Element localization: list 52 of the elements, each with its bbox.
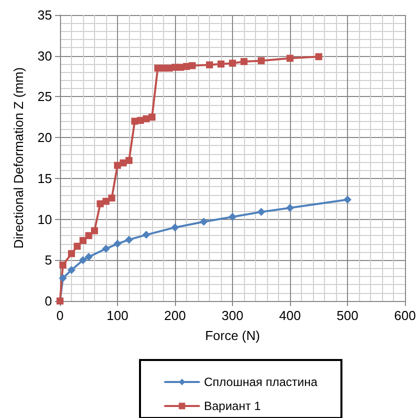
point	[315, 53, 322, 60]
point	[125, 236, 133, 244]
point	[228, 212, 236, 221]
point	[68, 250, 75, 258]
x-tick-label: 100	[106, 308, 128, 323]
point	[206, 61, 213, 68]
y-tick-label: 10	[38, 212, 52, 227]
point	[108, 194, 116, 202]
x-tick-label: 500	[336, 308, 358, 323]
legend-label: Вариант 1	[204, 399, 262, 413]
point	[91, 227, 98, 234]
x-tick-label: 600	[394, 308, 416, 323]
x-tick-label: 200	[164, 308, 186, 323]
y-tick-label: 15	[38, 170, 52, 186]
point	[257, 208, 266, 216]
x-axis-title: Force (N)	[205, 328, 260, 343]
point	[188, 62, 196, 70]
point	[142, 230, 150, 239]
legend-label: Сплошная пластина	[204, 375, 318, 389]
point	[68, 266, 76, 274]
point	[114, 240, 122, 248]
y-tick-label: 30	[38, 48, 52, 64]
point	[148, 114, 156, 121]
point	[258, 57, 265, 64]
point	[126, 156, 132, 164]
y-tick-label: 0	[44, 294, 52, 308]
y-tick-label: 35	[38, 8, 52, 22]
point	[85, 232, 92, 240]
point	[286, 204, 294, 212]
point	[114, 162, 121, 169]
y-axis-title: Directional Deformation Z (mm)	[11, 67, 26, 249]
point	[58, 274, 67, 282]
point	[200, 218, 208, 226]
point	[79, 256, 87, 264]
y-tick-label: 5	[44, 252, 52, 268]
point	[218, 60, 224, 68]
point	[171, 223, 179, 232]
y-tick-label: 20	[38, 130, 52, 146]
point	[102, 244, 110, 253]
point	[229, 60, 236, 67]
x-tick-label: 300	[222, 308, 244, 323]
point	[80, 237, 86, 244]
x-tick-label: 0	[56, 308, 64, 323]
point	[344, 196, 352, 204]
x-tick-label: 400	[279, 308, 301, 323]
point	[74, 242, 81, 250]
point	[286, 54, 294, 62]
point	[240, 58, 248, 66]
y-tick-label: 25	[38, 89, 52, 104]
point	[102, 198, 110, 205]
point	[84, 252, 93, 261]
point	[59, 262, 66, 269]
